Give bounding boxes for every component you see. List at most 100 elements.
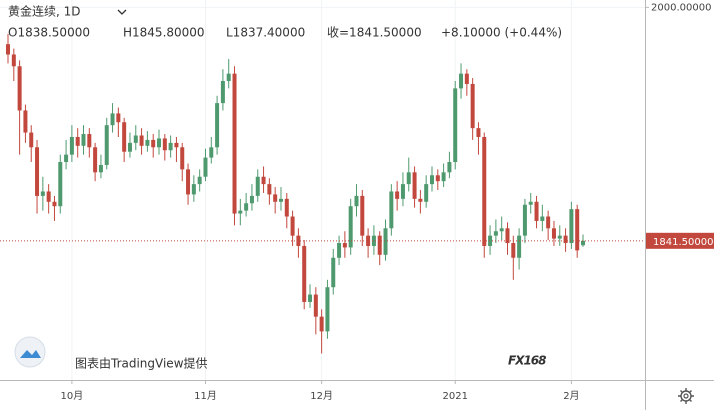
candle-body bbox=[476, 128, 481, 137]
candle-body bbox=[127, 142, 132, 152]
candle-body bbox=[389, 191, 394, 229]
settings-icon[interactable] bbox=[678, 388, 694, 404]
ohlc-value: 收=1841.50000 bbox=[327, 26, 422, 40]
candle-body bbox=[377, 235, 382, 255]
candle-body bbox=[6, 44, 10, 55]
candle-body bbox=[23, 110, 28, 133]
candle-body bbox=[273, 194, 278, 202]
candle-body bbox=[528, 201, 533, 205]
last-price-tag bbox=[646, 232, 714, 249]
candle-body bbox=[517, 235, 522, 258]
candle-body bbox=[406, 172, 411, 185]
credit-text: 图表由TradingView提供 bbox=[75, 356, 208, 371]
y-tick-label: 2000.00000 bbox=[651, 2, 711, 13]
candle-body bbox=[522, 204, 527, 236]
candle-body bbox=[360, 195, 365, 236]
candle-body bbox=[139, 135, 144, 146]
candle-body bbox=[145, 139, 150, 146]
candle-body bbox=[35, 147, 40, 196]
candle-body bbox=[81, 134, 86, 146]
candle-body bbox=[383, 228, 388, 255]
candle-body bbox=[133, 135, 138, 143]
candle-body bbox=[52, 201, 57, 207]
candle-body bbox=[220, 81, 225, 104]
candle-body bbox=[278, 198, 283, 202]
candle-body bbox=[168, 142, 173, 151]
candle-body bbox=[180, 147, 185, 170]
candle-body bbox=[575, 209, 580, 251]
candle-body bbox=[581, 240, 585, 246]
candle-body bbox=[424, 184, 429, 202]
candle-body bbox=[540, 216, 545, 221]
symbol[interactable]: 黄金连续, 1D bbox=[8, 4, 81, 19]
candle-body bbox=[64, 154, 69, 163]
candle-body bbox=[482, 136, 487, 246]
candle-body bbox=[534, 201, 539, 221]
x-tick-label: 2021 bbox=[442, 391, 467, 402]
candle-body bbox=[186, 169, 191, 195]
candle-body bbox=[116, 113, 121, 123]
dropdown-icon[interactable] bbox=[117, 9, 127, 15]
candle-body bbox=[46, 191, 51, 202]
candle-body bbox=[447, 162, 452, 173]
tradingview-logo bbox=[14, 336, 46, 368]
candle-body bbox=[453, 88, 458, 163]
candle-body bbox=[557, 235, 562, 239]
candle-layer bbox=[6, 33, 585, 354]
candle-body bbox=[157, 138, 162, 148]
candle-body bbox=[162, 138, 167, 151]
candle-body bbox=[29, 132, 34, 148]
candle-body bbox=[40, 191, 45, 196]
candle-body bbox=[313, 294, 318, 317]
candle-body bbox=[17, 66, 22, 111]
candle-body bbox=[418, 198, 423, 202]
candle-body bbox=[209, 147, 214, 158]
candle-body bbox=[505, 228, 510, 244]
candle-body bbox=[546, 216, 551, 229]
candle-body bbox=[435, 175, 440, 182]
candle-body bbox=[331, 257, 336, 288]
candle-body bbox=[226, 73, 231, 82]
candle-body bbox=[319, 316, 324, 332]
x-tick-label: 10月 bbox=[61, 390, 84, 402]
candle-body bbox=[98, 164, 103, 173]
last-price-label: 1841.50000 bbox=[653, 237, 713, 248]
candle-body bbox=[58, 162, 63, 207]
candle-body bbox=[366, 235, 371, 246]
candle-body bbox=[261, 176, 266, 185]
candle-body bbox=[371, 235, 376, 246]
candle-body bbox=[429, 175, 434, 185]
candle-body bbox=[104, 125, 109, 165]
candle-body bbox=[302, 245, 307, 302]
x-tick-label: 12月 bbox=[310, 390, 333, 402]
ohlc-value: O1838.50000 bbox=[8, 26, 90, 40]
candle-body bbox=[87, 134, 92, 148]
candle-body bbox=[395, 191, 400, 199]
candle-body bbox=[354, 195, 359, 207]
ohlc-legend: O1838.50000 H1845.80000 L1837.40000 收=1841.… bbox=[8, 26, 562, 40]
candle-body bbox=[464, 73, 469, 84]
grid-layer bbox=[0, 0, 645, 380]
candle-body bbox=[348, 206, 353, 248]
candle-body bbox=[488, 235, 493, 246]
candle-body bbox=[69, 136, 74, 155]
x-tick-label: 2月 bbox=[563, 390, 579, 402]
candle-body bbox=[238, 210, 243, 214]
candle-body bbox=[244, 203, 249, 211]
ohlc-value: H1845.80000 bbox=[123, 26, 205, 40]
candle-body bbox=[284, 198, 289, 217]
candle-body bbox=[563, 235, 568, 244]
candle-body bbox=[122, 122, 127, 152]
candle-body bbox=[569, 209, 574, 244]
candle-body bbox=[325, 287, 330, 332]
candle-body bbox=[296, 235, 301, 246]
candle-body bbox=[342, 243, 347, 248]
candle-body bbox=[337, 243, 342, 258]
ohlc-value: L1837.40000 bbox=[226, 26, 305, 40]
fx168-logo: FX168 bbox=[508, 354, 546, 368]
candle-body bbox=[255, 176, 260, 196]
candle-body bbox=[197, 176, 202, 185]
ohlc-value: +8.10000 (+0.44%) bbox=[441, 26, 562, 40]
candle-body bbox=[470, 83, 475, 129]
